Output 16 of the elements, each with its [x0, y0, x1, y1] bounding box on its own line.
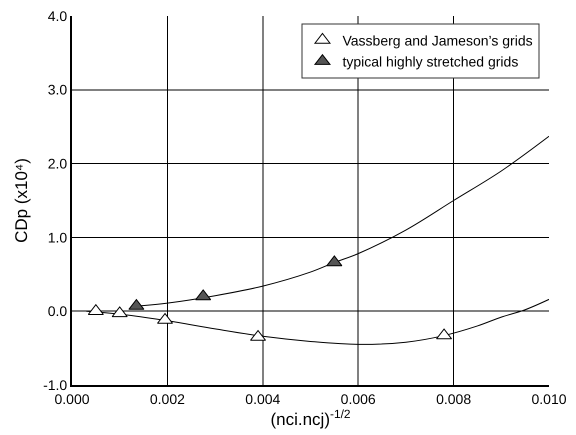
legend-label: Vassberg and Jameson’s grids	[342, 32, 533, 48]
y-tick-label: -1.0	[43, 376, 68, 393]
x-tick-label: 0.008	[436, 390, 472, 407]
x-tick-label: 0.004	[245, 390, 281, 407]
y-tick-label: 1.0	[48, 229, 68, 246]
x-tick-label: 0.010	[531, 390, 567, 407]
y-tick-label: 3.0	[48, 82, 68, 98]
x-tick-label: 0.000	[54, 390, 90, 407]
y-axis-title: CDp (x10⁴)	[12, 158, 31, 243]
x-tick-label: 0.006	[340, 390, 376, 407]
y-tick-label: 4.0	[48, 8, 68, 24]
x-tick-label: 0.002	[150, 390, 186, 407]
x-axis-title: (nci.ncj)$^{-1/2}$	[270, 406, 351, 429]
y-tick-label: 2.0	[48, 156, 68, 172]
y-tick-label: 0.0	[48, 303, 68, 320]
legend-label: typical highly stretched grids	[342, 54, 518, 70]
